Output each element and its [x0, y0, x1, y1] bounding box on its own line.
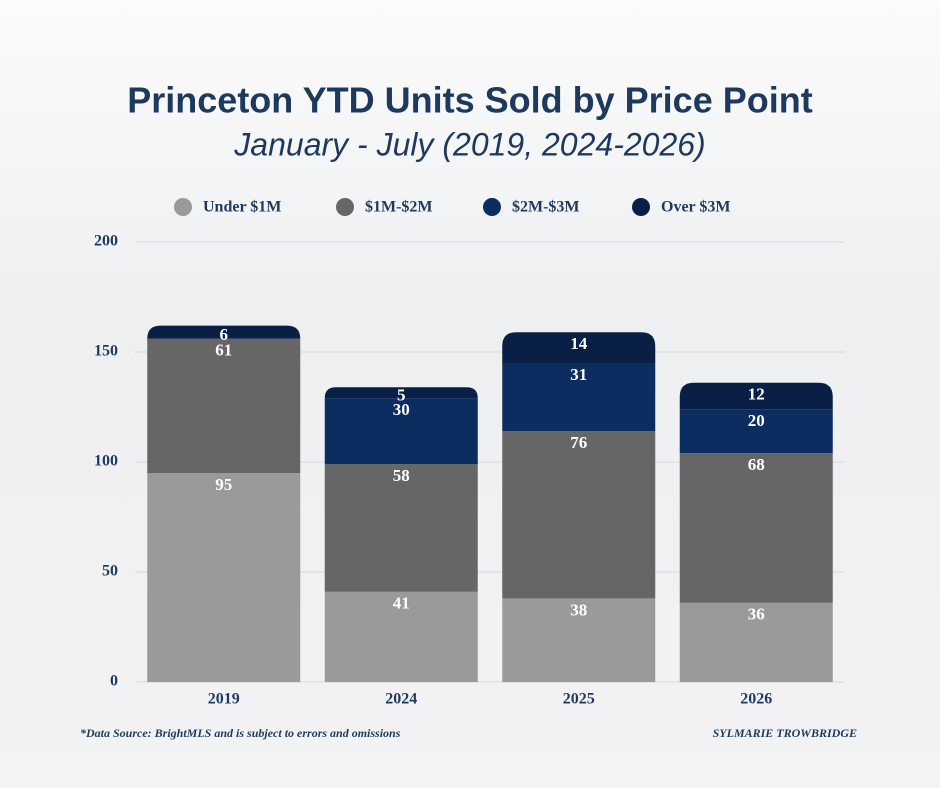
chart-title: Princeton YTD Units Sold by Price Point	[127, 80, 812, 121]
value-label: 30	[393, 400, 410, 419]
legend-label: $2M-$3M	[512, 199, 580, 216]
value-label: 38	[570, 600, 587, 619]
x-tick-label: 2026	[740, 691, 772, 708]
value-label: 41	[393, 594, 410, 613]
value-label: 6	[220, 325, 229, 344]
bar-segment	[324, 591, 478, 682]
value-label: 14	[570, 334, 588, 353]
y-tick-label: 200	[94, 233, 118, 250]
credit: SYLMARIE TROWBRIDGE	[713, 726, 857, 740]
value-label: 68	[748, 455, 765, 474]
bar-segment	[324, 387, 478, 399]
y-tick-label: 50	[102, 563, 118, 580]
bar-segment	[502, 431, 656, 599]
legend-swatch	[174, 198, 192, 216]
bar-segment	[324, 398, 478, 465]
value-label: 36	[748, 605, 765, 624]
value-label: 61	[215, 341, 232, 360]
x-tick-label: 2024	[385, 691, 417, 708]
legend-label: Over $3M	[661, 199, 730, 216]
bar-segment	[502, 363, 656, 432]
value-label: 76	[570, 433, 587, 452]
x-tick-label: 2019	[208, 691, 240, 708]
chart-subtitle: January - July (2019, 2024-2026)	[233, 126, 705, 162]
legend-swatch	[483, 198, 501, 216]
value-label: 20	[748, 411, 765, 430]
bar-segment	[147, 473, 301, 682]
bar-segment	[502, 332, 656, 363]
value-label: 95	[215, 475, 232, 494]
bar-segment	[147, 338, 301, 473]
bar-segment	[679, 409, 833, 454]
x-tick-label: 2025	[563, 691, 595, 708]
bar-segment	[147, 325, 301, 339]
value-label: 12	[748, 385, 765, 404]
legend-label: $1M-$2M	[365, 199, 433, 216]
bar-segment	[679, 453, 833, 603]
legend-swatch	[632, 198, 650, 216]
y-tick-label: 100	[94, 453, 118, 470]
bar-segment	[679, 602, 833, 682]
y-tick-label: 150	[94, 343, 118, 360]
legend-swatch	[336, 198, 354, 216]
bar-segment	[324, 464, 478, 592]
y-tick-label: 0	[110, 673, 118, 690]
bar-segment	[502, 598, 656, 682]
bar-segment	[679, 382, 833, 410]
value-label: 31	[570, 365, 587, 384]
footnote: *Data Source: BrightMLS and is subject t…	[80, 726, 401, 740]
legend-label: Under $1M	[203, 199, 281, 216]
value-label: 58	[393, 466, 410, 485]
value-label: 5	[397, 386, 406, 405]
